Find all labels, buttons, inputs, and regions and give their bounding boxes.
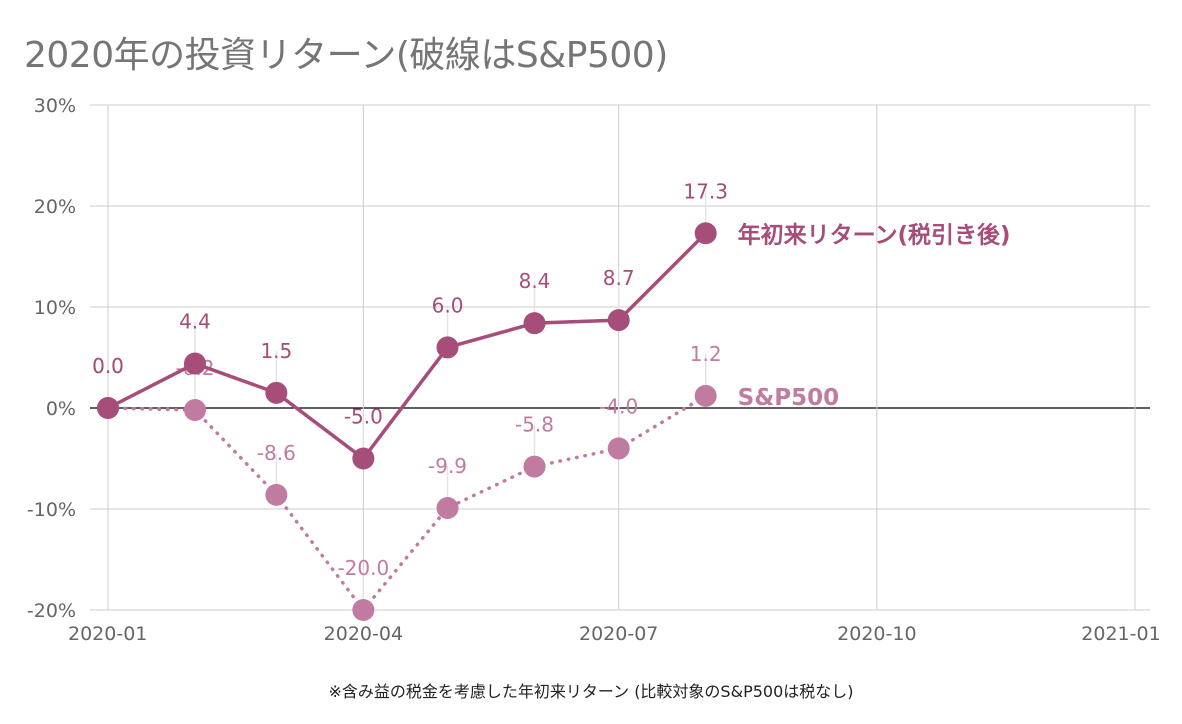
data-point	[694, 384, 717, 407]
data-label: 8.4	[519, 269, 551, 293]
data-point	[607, 309, 630, 332]
y-tick-label: 10%	[34, 297, 76, 319]
data-label: 17.3	[683, 179, 728, 203]
data-point	[183, 399, 206, 422]
series-label: 年初来リターン(税引き後)	[738, 221, 1011, 248]
data-label: -4.0	[599, 394, 638, 418]
data-point	[436, 496, 459, 519]
x-tick-label: 2020-01	[68, 623, 147, 645]
data-point	[183, 352, 206, 375]
data-point	[607, 437, 630, 460]
data-point	[436, 336, 459, 359]
data-label: -8.6	[257, 441, 296, 465]
x-tick-label: 2020-10	[837, 623, 916, 645]
data-label: 4.4	[179, 310, 211, 334]
data-label: -20.0	[337, 556, 389, 580]
data-label: 1.5	[260, 339, 292, 363]
data-point	[694, 222, 717, 245]
y-tick-label: -20%	[27, 600, 76, 622]
data-point	[265, 483, 288, 506]
data-point	[352, 599, 375, 621]
chart-title: 2020年の投資リターン(破線はS&P500)	[24, 35, 668, 76]
data-label: 0.0	[92, 354, 124, 378]
data-point	[265, 381, 288, 404]
y-tick-label: 20%	[34, 196, 76, 218]
y-tick-label: 30%	[34, 95, 76, 117]
x-tick-label: 2020-04	[324, 623, 403, 645]
data-point	[523, 455, 546, 478]
data-point	[352, 447, 375, 470]
data-label: 1.2	[690, 342, 722, 366]
data-point	[97, 397, 119, 419]
x-tick-label: 2020-07	[579, 623, 658, 645]
x-tick-label: 2021-01	[1081, 623, 1160, 645]
y-tick-label: 0%	[46, 398, 76, 420]
data-point	[523, 312, 546, 335]
series-line	[106, 231, 708, 461]
series-label: S&P500	[738, 385, 840, 411]
series-line	[106, 394, 708, 613]
data-label: -5.8	[515, 413, 554, 437]
data-label: 6.0	[432, 293, 464, 317]
data-label: -5.0	[344, 405, 383, 429]
data-label: -9.9	[428, 454, 467, 478]
data-label: 8.7	[603, 266, 635, 290]
y-tick-label: -10%	[27, 499, 76, 521]
chart-footnote: ※含み益の税金を考慮した年初来リターン (比較対象のS&P500は税なし)	[328, 682, 854, 701]
